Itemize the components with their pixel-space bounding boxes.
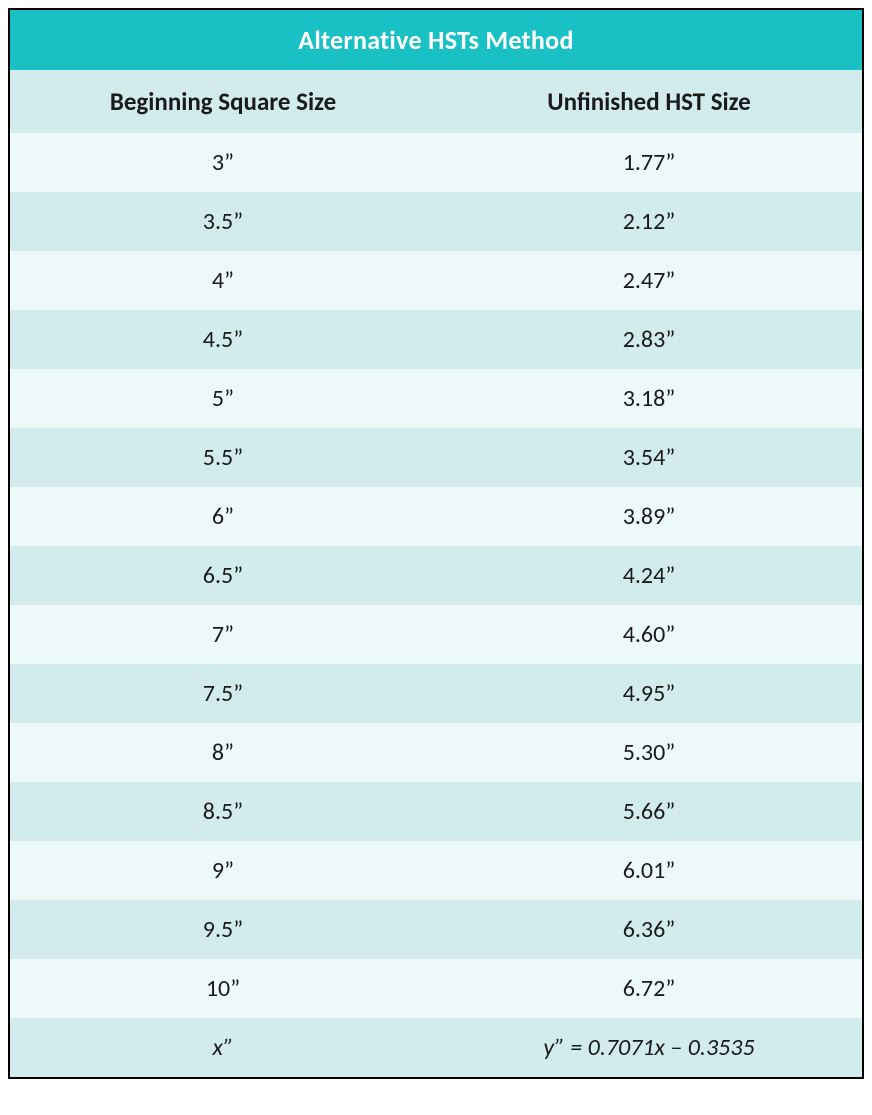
table-body: 3”1.77”3.5”2.12”4”2.47”4.5”2.83”5”3.18”5… xyxy=(10,133,862,1077)
beginning-size-cell: 9.5” xyxy=(10,900,436,959)
beginning-size-cell: 3” xyxy=(10,133,436,192)
beginning-size-cell: 7.5” xyxy=(10,664,436,723)
table-row: 6.5”4.24” xyxy=(10,546,862,605)
beginning-size-cell: 6” xyxy=(10,487,436,546)
formula-y-cell: y” = 0.7071x – 0.3535 xyxy=(436,1018,862,1077)
hst-table: Alternative HSTs Method Beginning Square… xyxy=(8,8,864,1079)
table-row: 5.5”3.54” xyxy=(10,428,862,487)
beginning-size-cell: 4.5” xyxy=(10,310,436,369)
beginning-size-cell: 8.5” xyxy=(10,782,436,841)
table-header-row: Beginning Square Size Unfinished HST Siz… xyxy=(10,70,862,133)
table-row: 9.5”6.36” xyxy=(10,900,862,959)
unfinished-size-cell: 6.01” xyxy=(436,841,862,900)
unfinished-size-cell: 5.66” xyxy=(436,782,862,841)
table-row: 7.5”4.95” xyxy=(10,664,862,723)
table-row: 3.5”2.12” xyxy=(10,192,862,251)
unfinished-size-cell: 4.95” xyxy=(436,664,862,723)
unfinished-size-cell: 3.89” xyxy=(436,487,862,546)
beginning-size-cell: 4” xyxy=(10,251,436,310)
unfinished-size-cell: 2.83” xyxy=(436,310,862,369)
table-row: 3”1.77” xyxy=(10,133,862,192)
beginning-size-cell: 6.5” xyxy=(10,546,436,605)
unfinished-size-cell: 1.77” xyxy=(436,133,862,192)
unfinished-size-cell: 4.60” xyxy=(436,605,862,664)
unfinished-size-cell: 6.36” xyxy=(436,900,862,959)
beginning-size-cell: 8” xyxy=(10,723,436,782)
table-row: 6”3.89” xyxy=(10,487,862,546)
table-title: Alternative HSTs Method xyxy=(10,10,862,70)
beginning-size-cell: 3.5” xyxy=(10,192,436,251)
unfinished-size-cell: 5.30” xyxy=(436,723,862,782)
unfinished-size-cell: 2.12” xyxy=(436,192,862,251)
table-row: 10”6.72” xyxy=(10,959,862,1018)
beginning-size-cell: 5.5” xyxy=(10,428,436,487)
table-row: 8”5.30” xyxy=(10,723,862,782)
unfinished-size-cell: 3.18” xyxy=(436,369,862,428)
unfinished-size-cell: 4.24” xyxy=(436,546,862,605)
table-row: 9”6.01” xyxy=(10,841,862,900)
beginning-size-cell: 10” xyxy=(10,959,436,1018)
table-row: 4.5”2.83” xyxy=(10,310,862,369)
beginning-size-cell: 7” xyxy=(10,605,436,664)
unfinished-size-cell: 6.72” xyxy=(436,959,862,1018)
formula-x-cell: x” xyxy=(10,1018,436,1077)
column-header-beginning: Beginning Square Size xyxy=(10,70,436,133)
table-row: 7”4.60” xyxy=(10,605,862,664)
formula-row: x”y” = 0.7071x – 0.3535 xyxy=(10,1018,862,1077)
unfinished-size-cell: 3.54” xyxy=(436,428,862,487)
table-row: 4”2.47” xyxy=(10,251,862,310)
beginning-size-cell: 5” xyxy=(10,369,436,428)
table-row: 8.5”5.66” xyxy=(10,782,862,841)
table-row: 5”3.18” xyxy=(10,369,862,428)
beginning-size-cell: 9” xyxy=(10,841,436,900)
column-header-unfinished: Unfinished HST Size xyxy=(436,70,862,133)
unfinished-size-cell: 2.47” xyxy=(436,251,862,310)
